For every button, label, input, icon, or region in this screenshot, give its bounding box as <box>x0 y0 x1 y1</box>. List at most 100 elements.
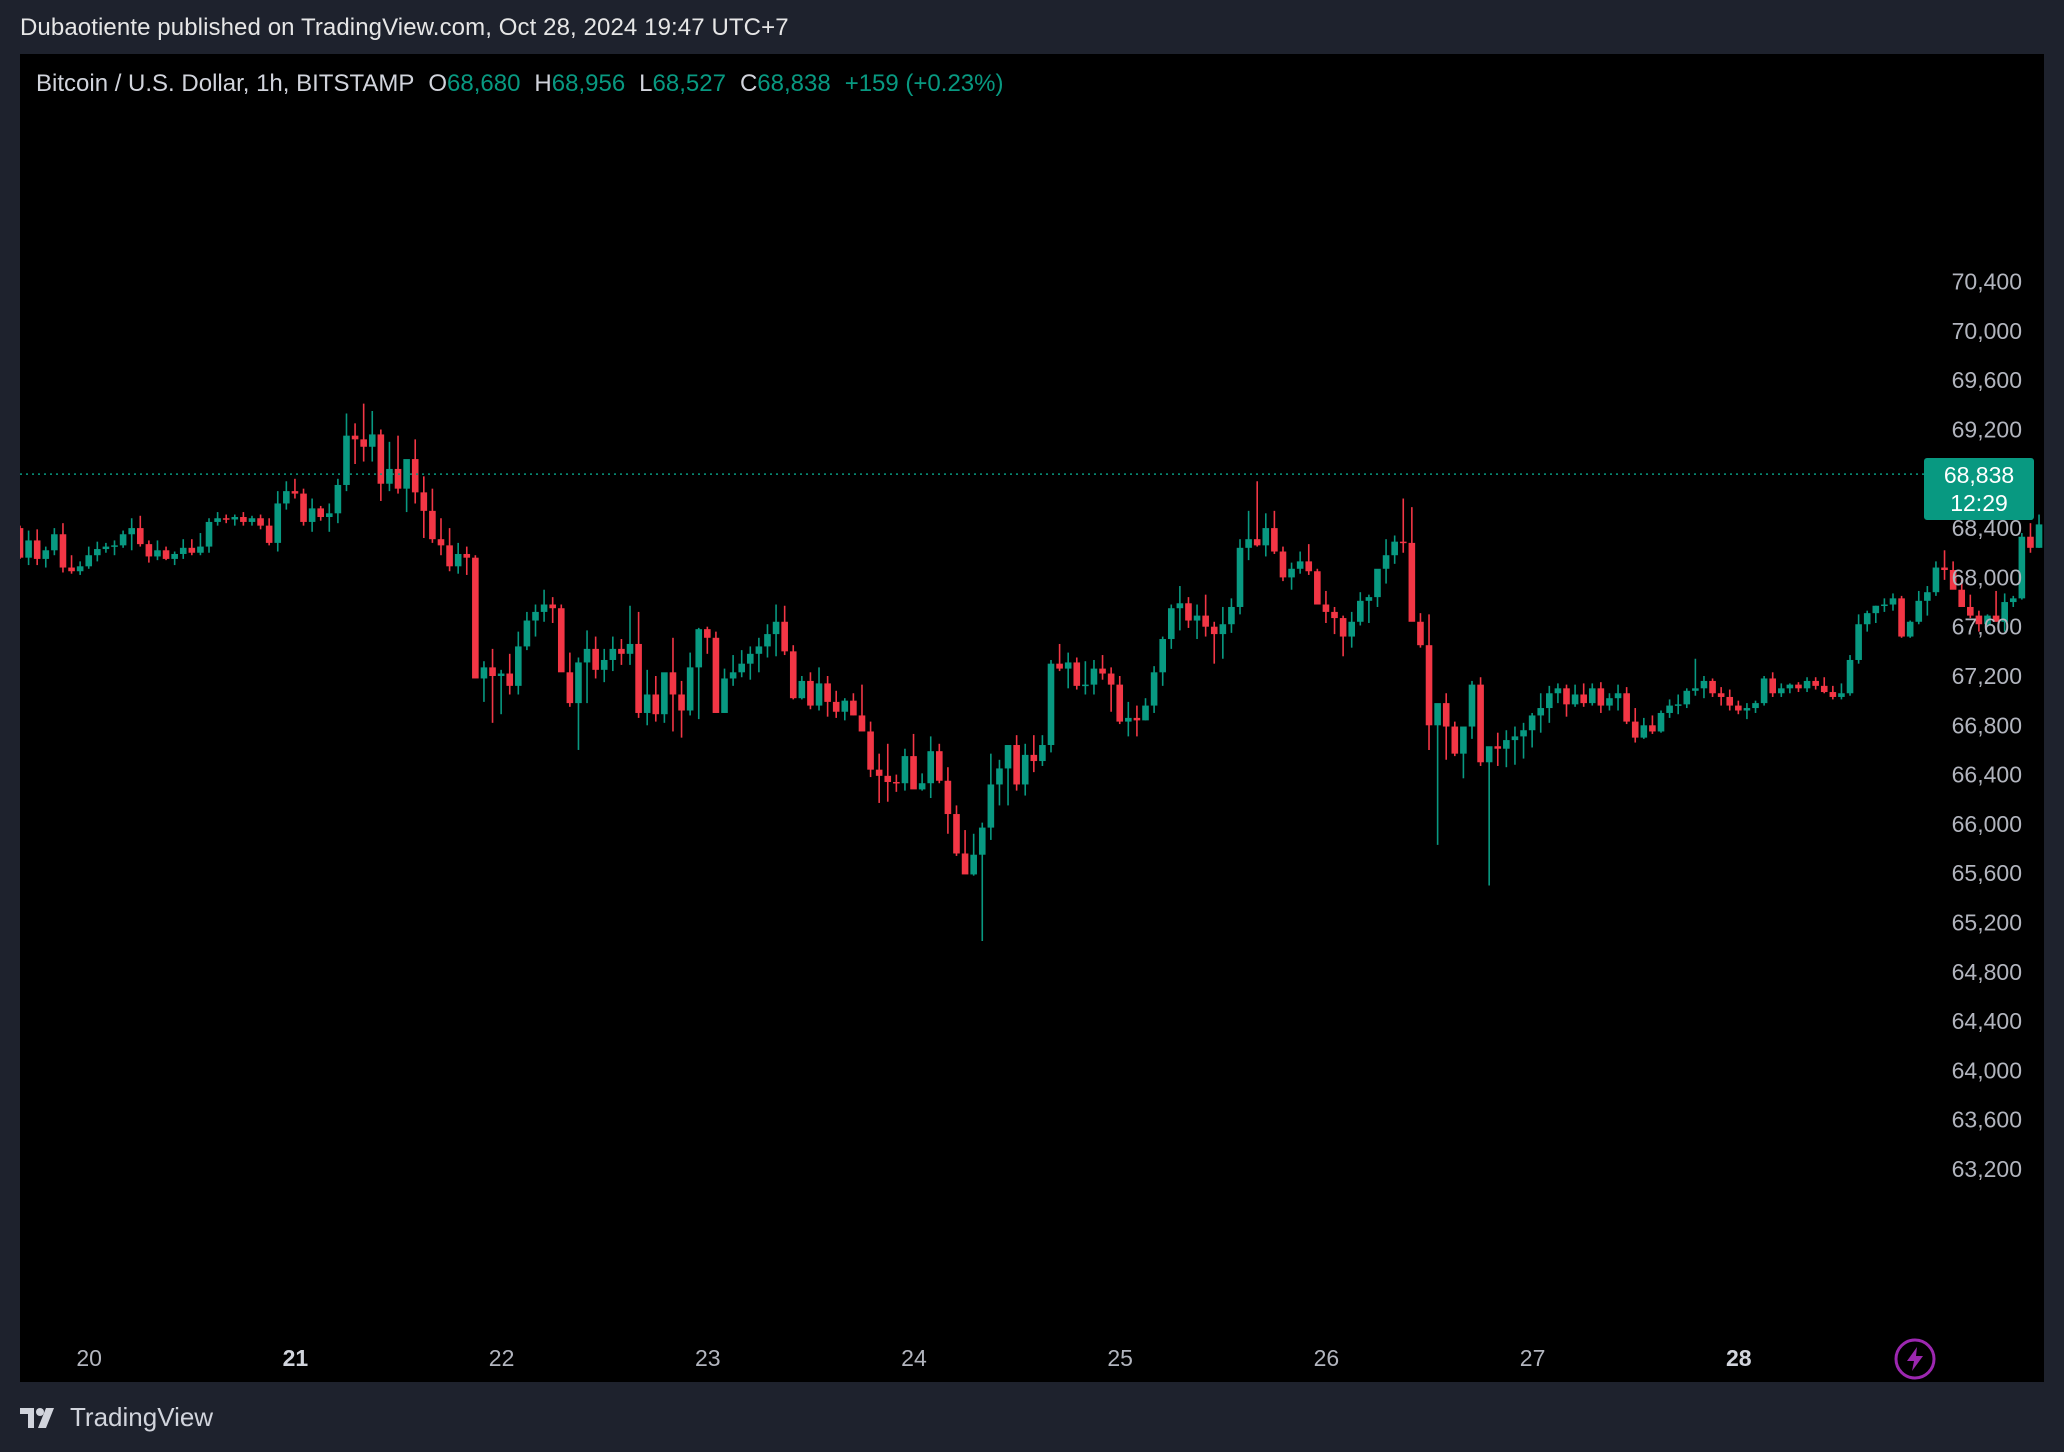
candle-body <box>20 528 24 558</box>
candlestick-chart[interactable]: 70,40070,00069,60069,20068,40068,00067,6… <box>20 54 2044 1382</box>
candle-body <box>1296 561 1304 569</box>
candle-body <box>1331 611 1338 619</box>
candle-body <box>1004 745 1012 769</box>
candle-body <box>626 643 634 654</box>
candle-body <box>377 434 385 484</box>
candle-body <box>497 673 505 676</box>
tradingview-wordmark: TradingView <box>70 1402 214 1432</box>
time-tick-label: 22 <box>489 1345 515 1371</box>
candle-body <box>59 534 67 568</box>
candle-body <box>68 567 75 572</box>
candle-body <box>1563 688 1570 705</box>
candle-body <box>171 553 178 559</box>
candle-body <box>1614 693 1622 699</box>
candle-body <box>1571 694 1579 705</box>
price-tick-label: 65,600 <box>1952 860 2022 886</box>
price-tick-label: 69,600 <box>1952 367 2022 393</box>
candle-body <box>978 827 986 855</box>
candle-body <box>592 648 599 670</box>
time-tick-label: 24 <box>901 1345 927 1371</box>
candle-body <box>188 547 196 553</box>
candle-body <box>119 534 127 546</box>
candle-body <box>1013 745 1020 785</box>
time-axis[interactable]: 20 21 22 23 24 25 26 27 28 <box>76 1345 1751 1371</box>
candle-body <box>953 814 960 854</box>
candle-body <box>1210 626 1218 635</box>
candle-body <box>1485 746 1493 763</box>
candle-body <box>1760 678 1768 704</box>
candle-body <box>944 780 952 815</box>
candle-body <box>1262 528 1270 546</box>
candle-body <box>1812 680 1819 686</box>
candle-body <box>1107 673 1115 685</box>
candle-body <box>1915 600 1923 622</box>
candle-body <box>867 731 874 770</box>
candle-body <box>2018 536 2026 599</box>
candle-body <box>1537 708 1545 716</box>
candle-body <box>1167 608 1175 640</box>
candle-body <box>661 672 668 715</box>
price-axis[interactable]: 70,40070,00069,60069,20068,40068,00067,6… <box>1952 269 2022 1182</box>
candle-body <box>1975 615 1983 625</box>
price-tick-label: 69,200 <box>1952 417 2022 443</box>
candle-body <box>1881 604 1888 607</box>
candle-body <box>231 517 239 520</box>
candle-body <box>1924 592 1931 601</box>
candle-body <box>652 694 660 715</box>
candle-body <box>162 550 170 559</box>
candle-body <box>1657 712 1665 732</box>
candle-body <box>1193 615 1201 621</box>
candle-body <box>1984 615 1991 625</box>
candle-body <box>291 491 299 494</box>
candle-body <box>1348 621 1356 637</box>
candle-body <box>1253 539 1261 546</box>
candle-body <box>1735 705 1742 711</box>
candle-body <box>1503 740 1510 749</box>
candle-body <box>1391 541 1398 556</box>
candle-body <box>1640 725 1648 738</box>
candle-body <box>1717 693 1725 697</box>
candle-body <box>1133 717 1141 721</box>
candle-body <box>1314 571 1321 605</box>
lightning-bolt-icon[interactable] <box>1892 1336 1938 1382</box>
candle-body <box>368 434 376 447</box>
candle-body <box>1726 696 1734 706</box>
candle-body <box>2027 536 2034 548</box>
candle-body <box>1554 688 1562 694</box>
candle-body <box>136 528 144 545</box>
price-tick-label: 64,400 <box>1952 1008 2022 1034</box>
candle-body <box>1305 561 1313 572</box>
candle-body <box>695 629 703 668</box>
candle-body <box>1872 605 1880 614</box>
candle-body <box>600 659 608 670</box>
candle-body <box>317 508 325 518</box>
candle-body <box>1863 613 1871 625</box>
tradingview-logo[interactable]: TradingView <box>20 1402 213 1433</box>
candle-body <box>248 518 256 522</box>
bar-countdown: 12:29 <box>1950 490 2008 517</box>
candle-body <box>1949 570 1957 590</box>
candle-body <box>179 547 187 554</box>
candle-body <box>635 643 642 713</box>
price-tick-label: 66,800 <box>1952 712 2022 738</box>
price-tick-label: 70,000 <box>1952 318 2022 344</box>
candle-body <box>970 854 977 875</box>
chart-panel[interactable]: Bitcoin / U.S. Dollar, 1h, BITSTAMP O68,6… <box>20 54 2044 1382</box>
price-tick-label: 63,200 <box>1952 1156 2022 1182</box>
candle-body <box>2001 602 2008 622</box>
symbol-description[interactable]: Bitcoin / U.S. Dollar, 1h, BITSTAMP <box>36 70 415 97</box>
candle-body <box>1047 663 1055 746</box>
candle-body <box>1082 684 1089 687</box>
candle-body <box>463 553 471 558</box>
candle-body <box>437 539 445 546</box>
candle-body <box>265 525 273 543</box>
candle-body <box>729 672 737 679</box>
candle-body <box>893 781 900 784</box>
candle-body <box>1460 726 1467 754</box>
candle-body <box>1125 717 1132 722</box>
candle-body <box>686 667 694 711</box>
candle-body <box>429 510 436 540</box>
candle-body <box>1365 597 1373 601</box>
candle-body <box>300 493 307 522</box>
candle-body <box>875 769 883 776</box>
